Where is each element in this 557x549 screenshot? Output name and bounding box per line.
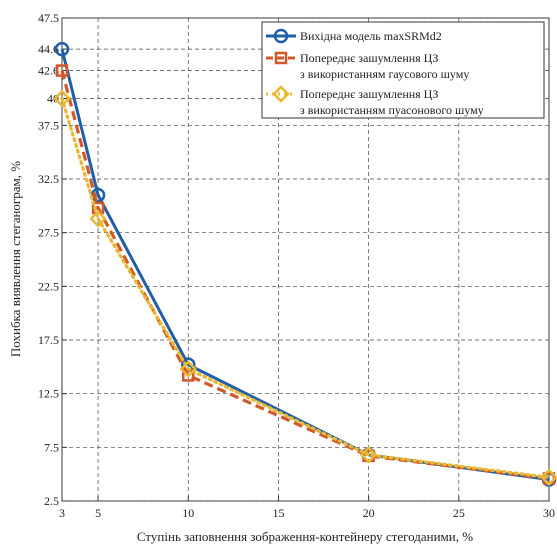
data-point [540, 468, 557, 487]
y-tick-label: 42.6 [38, 64, 59, 78]
data-point [54, 41, 70, 57]
data-point [53, 89, 71, 108]
legend-marker [272, 85, 290, 103]
y-tick-label: 12.5 [38, 387, 59, 401]
y-tick-label: 17.5 [38, 333, 59, 347]
x-axis-label: Ступінь заповнення зображення-контейнеру… [137, 529, 473, 544]
series-line [60, 70, 550, 481]
series-line [60, 96, 551, 479]
y-tick-label: 27.5 [38, 226, 59, 240]
x-tick-label: 25 [453, 506, 465, 520]
x-tick-label: 5 [95, 506, 101, 520]
y-axis-label: Похибка виявлення стеганограм, % [8, 161, 23, 357]
legend-marker [273, 28, 289, 44]
x-tick-label: 3 [59, 506, 65, 520]
y-tick-label: 2.5 [44, 494, 59, 508]
legend-entry-1: Попереднє зашумлення ЦЗ з використанням г… [266, 51, 469, 81]
legend-box [261, 21, 545, 119]
legend-label: Вихідна модель maxSRMd2 [300, 29, 442, 43]
legend-label: Попереднє зашумлення ЦЗ [300, 87, 438, 101]
x-tick-label: 30 [543, 506, 555, 520]
data-point [359, 446, 378, 464]
x-tick-label: 15 [272, 506, 284, 520]
legend-label: з використанням пуасонового шуму [300, 103, 484, 117]
y-axis-ticks: 2.5 7.5 12.5 17.5 22.5 27.5 32.5 37.5 40 42.6 44.6… [38, 11, 67, 508]
legend-label: Попереднє зашумлення ЦЗ [300, 51, 438, 65]
y-tick-label: 32.5 [38, 172, 59, 186]
y-tick-label: 40 [47, 92, 59, 106]
series-layer [53, 41, 557, 487]
data-point [89, 209, 107, 228]
legend-marker [274, 51, 288, 65]
legend-entry-0: Вихідна модель maxSRMd2 [266, 28, 442, 44]
legend-label: з використанням гаусового шуму [300, 67, 469, 81]
x-tick-label: 10 [182, 506, 194, 520]
x-axis-ticks: 3 5 10 15 20 25 30 [59, 496, 555, 520]
y-tick-label: 44.6 [38, 42, 59, 56]
legend: Вихідна модель maxSRMd2 Попереднє зашумле… [261, 21, 545, 119]
y-tick-label: 22.5 [38, 279, 59, 293]
data-point [55, 64, 69, 77]
series-2 [53, 89, 557, 487]
data-point [179, 360, 198, 378]
legend-entry-2: Попереднє зашумлення ЦЗ з використанням п… [266, 85, 484, 117]
x-tick-label: 20 [363, 506, 375, 520]
y-tick-label: 47.5 [38, 11, 59, 25]
y-tick-label: 7.5 [44, 440, 59, 454]
y-tick-label: 37.5 [38, 118, 59, 132]
